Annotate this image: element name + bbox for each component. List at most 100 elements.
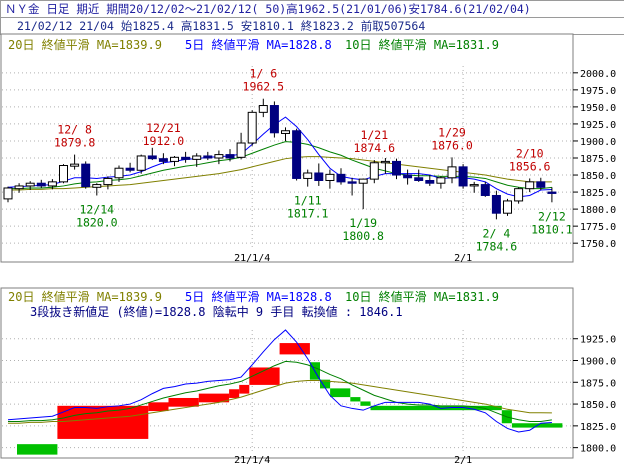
- candle-body: [403, 174, 413, 179]
- candle-body: [70, 163, 80, 167]
- kagi-x-ticks: 21/1/4 2/1: [234, 455, 472, 466]
- annotation-value: 1856.6: [509, 159, 551, 173]
- candle-body: [436, 177, 446, 184]
- candle-body: [170, 156, 179, 162]
- x-tick-label: 21/1/4: [234, 455, 270, 466]
- kagi-block: [330, 388, 351, 398]
- candle-body: [469, 184, 479, 187]
- legend-ma10: 10日 終値平滑 MA=1831.9: [345, 37, 499, 52]
- kagi-block: [148, 402, 169, 412]
- kagi-ma10-line: [8, 360, 552, 422]
- candle-body: [3, 187, 13, 200]
- kagi-block: [350, 397, 361, 402]
- kagi-block: [370, 405, 502, 411]
- y-tick-label: 1925.0: [580, 120, 616, 131]
- y-tick-label: 1950.0: [580, 103, 616, 114]
- candle-body: [369, 162, 379, 180]
- annotation-value: 1879.8: [54, 136, 96, 150]
- kagi-grid: [2, 330, 572, 452]
- candle-body: [36, 182, 46, 187]
- y-tick-label: 1800.0: [580, 205, 616, 216]
- candle-body: [336, 173, 346, 183]
- price-x-ticks: 21/1/4 2/1: [234, 253, 472, 264]
- kagi-block: [249, 367, 280, 385]
- price-y-ticks: 2000.0 1975.0 1950.0 1925.0 1900.0 1875.0 1850…: [573, 69, 616, 250]
- y-tick-label: 1800.0: [580, 444, 616, 455]
- candle-body: [269, 105, 279, 134]
- candle-body: [25, 182, 35, 187]
- kagi-moving-averages: [7, 329, 552, 433]
- candle-body: [14, 185, 24, 190]
- annotation-date: 1/ 6: [249, 67, 277, 81]
- candle-body: [192, 155, 202, 160]
- annotation-date: 1/29: [438, 125, 466, 139]
- candle-body: [525, 181, 535, 190]
- kagi-panel: [0, 287, 574, 459]
- legend2-ma20: 20日 終値平滑 MA=1839.9: [8, 289, 162, 304]
- candle-body: [103, 177, 113, 186]
- legend-ma5: 5日 終値平滑 MA=1828.8: [185, 37, 332, 52]
- kagi-ma5-line: [7, 329, 552, 433]
- x-tick-label: 2/1: [454, 253, 472, 264]
- annotation-date: 2/12: [538, 209, 566, 223]
- y-tick-label: 1875.0: [580, 154, 616, 165]
- legend2-ma5: 5日 終値平滑 MA=1828.8: [185, 289, 332, 304]
- candle-body: [158, 158, 168, 162]
- annotation-value: 1874.6: [354, 141, 396, 155]
- candle-body: [480, 184, 490, 196]
- candle-body: [414, 177, 424, 181]
- annotation-value: 1912.0: [143, 134, 185, 148]
- kagi-block: [168, 397, 199, 407]
- candle-body: [458, 166, 468, 187]
- candle-body: [114, 167, 124, 179]
- candle-body: [536, 181, 546, 188]
- annotation-date: 12/ 8: [57, 123, 92, 137]
- candle-body: [92, 184, 102, 188]
- y-tick-label: 1925.0: [580, 335, 616, 346]
- kagi-block: [279, 343, 310, 355]
- kagi-block: [320, 379, 331, 389]
- annotation-value: 1784.6: [476, 239, 518, 253]
- candle-body: [347, 181, 357, 184]
- kagi-block: [198, 393, 230, 403]
- candle-body: [181, 156, 191, 160]
- price-panel: [0, 33, 574, 263]
- y-tick-label: 1900.0: [580, 137, 616, 148]
- y-tick-label: 2000.0: [580, 69, 616, 80]
- candle-body: [380, 160, 390, 164]
- annotation-date: 12/21: [146, 121, 181, 135]
- price-candles: [3, 98, 557, 220]
- annotation-date: 2/ 4: [483, 226, 511, 240]
- candle-body: [214, 154, 224, 159]
- candle-body: [514, 188, 524, 202]
- candle-body: [281, 130, 290, 134]
- candle-body: [358, 178, 368, 184]
- candle-body: [258, 105, 268, 113]
- candle-body: [136, 155, 146, 171]
- kagi-block: [239, 384, 250, 394]
- annotation-date: 1/19: [349, 216, 377, 230]
- candle-body: [303, 172, 313, 179]
- x-tick-label: 21/1/4: [234, 253, 270, 264]
- candle-body: [147, 155, 157, 160]
- annotation-value: 1800.8: [342, 229, 384, 243]
- annotation-date: 2/10: [516, 146, 544, 160]
- y-tick-label: 1825.0: [580, 422, 616, 433]
- y-tick-label: 1850.0: [580, 400, 616, 411]
- y-tick-label: 1975.0: [580, 86, 616, 97]
- y-tick-label: 1825.0: [580, 188, 616, 199]
- candle-body: [203, 155, 213, 159]
- annotation-date: 1/11: [294, 194, 322, 208]
- annotation-date: 1/21: [360, 128, 388, 142]
- ohlc-text: 21/02/12 21/04 始1825.4 高1831.5 安1810.1 終…: [17, 19, 426, 33]
- candle-body: [81, 163, 91, 188]
- candle-body: [59, 164, 68, 183]
- candle-body: [491, 194, 501, 214]
- annotation-value: 1810.1: [531, 222, 573, 236]
- kagi-info: 3段抜き新値足 (終値)=1828.8 陰転中 9 手目 転換値 : 1846.…: [30, 304, 403, 319]
- candle-body: [325, 173, 335, 181]
- annotation-value: 1820.0: [76, 215, 118, 229]
- y-tick-label: 1875.0: [580, 378, 616, 389]
